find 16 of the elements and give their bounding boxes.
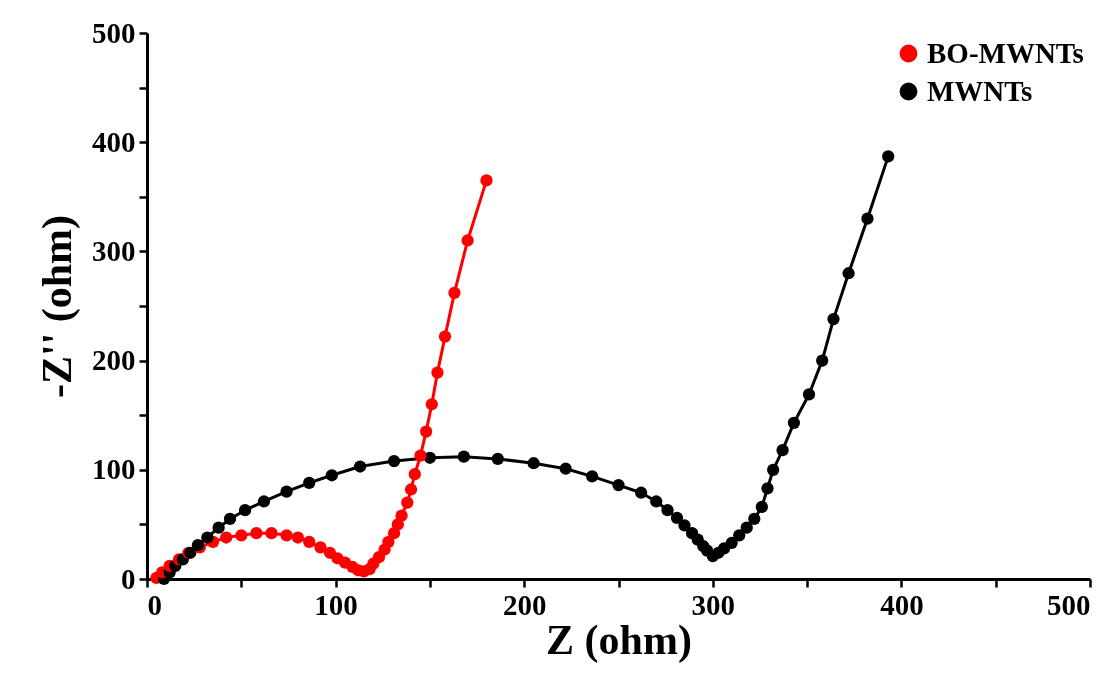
y-axis-title: -Z'' (ohm) <box>34 214 81 399</box>
y-tick-label: 400 <box>92 125 136 158</box>
legend-label: BO-MWNTs <box>927 36 1084 69</box>
x-tick-label: 100 <box>314 588 358 621</box>
x-tick-label: 0 <box>147 588 162 621</box>
x-tick-label: 200 <box>502 588 547 621</box>
x-tick-label: 400 <box>880 588 924 621</box>
y-tick-label: 0 <box>121 562 136 595</box>
x-tick-label: 300 <box>691 588 736 621</box>
y-tick-label: 100 <box>92 453 136 486</box>
x-tick-label: 500 <box>1047 588 1091 621</box>
y-tick-label: 200 <box>92 344 136 377</box>
y-tick-label: 300 <box>92 234 136 267</box>
x-axis-title: Z (ohm) <box>546 616 692 664</box>
legend-label: MWNTs <box>927 74 1033 107</box>
y-tick-label: 500 <box>92 16 136 49</box>
